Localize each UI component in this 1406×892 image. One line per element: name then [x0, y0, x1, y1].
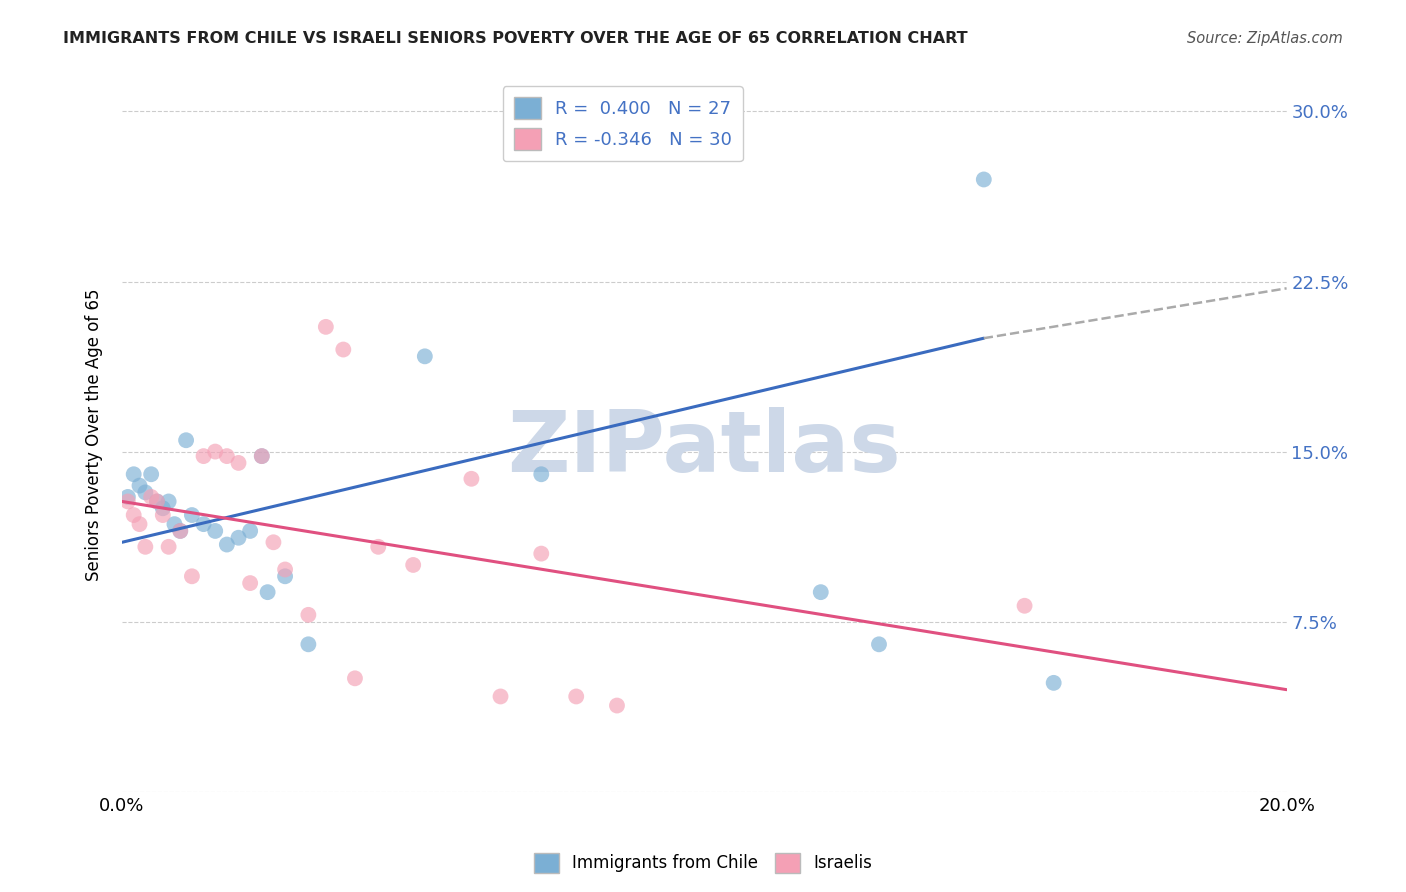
Point	[228, 456, 250, 470]
Point	[810, 585, 832, 599]
Point	[122, 508, 145, 522]
Text: ZIPatlas: ZIPatlas	[508, 408, 901, 491]
Point	[157, 540, 180, 554]
Point	[530, 547, 553, 561]
Point	[152, 501, 174, 516]
Point	[204, 524, 226, 538]
Text: IMMIGRANTS FROM CHILE VS ISRAELI SENIORS POVERTY OVER THE AGE OF 65 CORRELATION : IMMIGRANTS FROM CHILE VS ISRAELI SENIORS…	[63, 31, 967, 46]
Point	[565, 690, 588, 704]
Point	[250, 449, 273, 463]
Point	[274, 569, 297, 583]
Point	[157, 494, 180, 508]
Point	[141, 467, 163, 482]
Point	[315, 319, 337, 334]
Point	[152, 508, 174, 522]
Point	[606, 698, 628, 713]
Text: Source: ZipAtlas.com: Source: ZipAtlas.com	[1187, 31, 1343, 46]
Point	[215, 449, 238, 463]
Point	[146, 494, 169, 508]
Point	[256, 585, 278, 599]
Point	[181, 569, 204, 583]
Point	[117, 494, 139, 508]
Point	[239, 524, 262, 538]
Point	[122, 467, 145, 482]
Point	[274, 562, 297, 576]
Point	[128, 517, 150, 532]
Point	[163, 517, 186, 532]
Point	[204, 444, 226, 458]
Point	[134, 540, 156, 554]
Point	[146, 494, 169, 508]
Point	[141, 490, 163, 504]
Legend: Immigrants from Chile, Israelis: Immigrants from Chile, Israelis	[527, 847, 879, 880]
Point	[228, 531, 250, 545]
Point	[530, 467, 553, 482]
Point	[367, 540, 389, 554]
Legend: R =  0.400   N = 27, R = -0.346   N = 30: R = 0.400 N = 27, R = -0.346 N = 30	[503, 87, 742, 161]
Point	[169, 524, 191, 538]
Point	[134, 485, 156, 500]
Point	[297, 607, 319, 622]
Point	[402, 558, 425, 572]
Point	[239, 576, 262, 591]
Point	[297, 637, 319, 651]
Point	[193, 449, 215, 463]
Point	[413, 349, 436, 363]
Point	[193, 517, 215, 532]
Point	[117, 490, 139, 504]
Point	[169, 524, 191, 538]
Point	[262, 535, 284, 549]
Point	[1042, 676, 1064, 690]
Point	[460, 472, 482, 486]
Y-axis label: Seniors Poverty Over the Age of 65: Seniors Poverty Over the Age of 65	[86, 288, 103, 581]
Point	[489, 690, 512, 704]
Point	[973, 172, 995, 186]
Point	[181, 508, 204, 522]
Point	[343, 671, 366, 685]
Point	[332, 343, 354, 357]
Point	[868, 637, 890, 651]
Point	[250, 449, 273, 463]
Point	[1014, 599, 1036, 613]
Point	[215, 537, 238, 551]
Point	[128, 478, 150, 492]
Point	[174, 434, 197, 448]
